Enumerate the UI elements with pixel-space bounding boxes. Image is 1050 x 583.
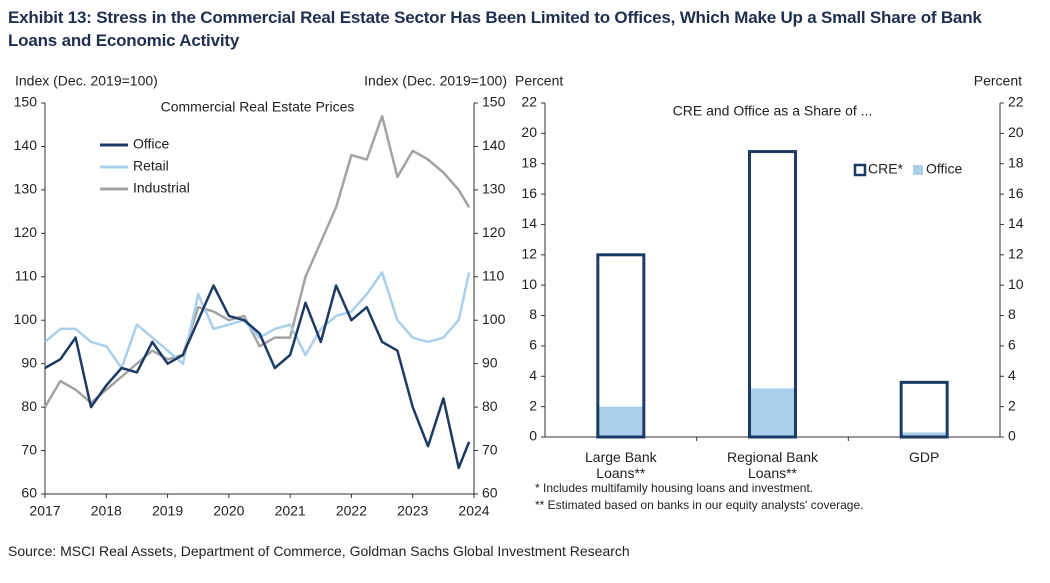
y-tick-label: 60: [21, 485, 37, 501]
y-tick-label: 120: [14, 224, 38, 240]
y2-tick-label: 60: [482, 485, 498, 501]
y2-axis-title: Index (Dec. 2019=100): [364, 73, 507, 89]
y-tick-label: 150: [14, 94, 38, 110]
chart-subtitle: Commercial Real Estate Prices: [161, 99, 355, 115]
x-tick-label: 2017: [29, 503, 60, 519]
y-tick-label: 110: [15, 267, 38, 283]
legend-label: Industrial: [133, 180, 190, 196]
x-tick-label: 2021: [275, 503, 306, 519]
x-tick-label: Regional Bank Loans**: [726, 449, 819, 481]
x-tick-label: GDP: [908, 449, 940, 465]
series-line: [43, 114, 471, 408]
legend-label: Office: [133, 136, 170, 152]
y2-tick-label: 22: [1008, 94, 1024, 110]
y2-tick-label: 2: [1008, 397, 1016, 413]
bar-outline: [596, 253, 646, 439]
x-tick-label: 2022: [336, 503, 367, 519]
y2-tick-label: 70: [482, 441, 498, 457]
footnote: * Includes multifamily housing loans and…: [535, 481, 813, 495]
y2-tick-label: 100: [482, 311, 506, 327]
y-tick-label: 140: [14, 137, 38, 153]
source-note: Source: MSCI Real Assets, Department of …: [8, 543, 630, 559]
y-tick-label: 70: [21, 441, 37, 457]
legend-swatch: [913, 165, 924, 175]
y2-tick-label: 120: [482, 224, 506, 240]
y2-tick-label: 90: [482, 354, 498, 370]
y-tick-label: 22: [521, 94, 537, 110]
bar: [597, 406, 644, 437]
y2-tick-label: 150: [482, 94, 506, 110]
y-tick-label: 18: [521, 154, 537, 170]
y-tick-label: 100: [14, 311, 38, 327]
y-tick-label: 4: [529, 367, 537, 383]
y2-tick-label: 8: [1008, 306, 1016, 322]
y-tick-label: 90: [21, 354, 37, 370]
y2-tick-label: 16: [1008, 185, 1024, 201]
legend-label: Office: [926, 161, 963, 177]
y-tick-label: 16: [521, 185, 537, 201]
bar: [749, 388, 796, 437]
y-tick-label: 80: [21, 398, 37, 414]
y2-tick-label: 140: [482, 137, 506, 153]
y2-axis-title: Percent: [974, 73, 1022, 89]
x-tick-label: 2020: [213, 503, 244, 519]
y2-tick-label: 4: [1008, 367, 1016, 383]
legend-swatch: [853, 163, 867, 177]
bar-outline: [748, 150, 797, 439]
footnote: ** Estimated based on banks in our equit…: [535, 498, 863, 512]
x-tick-label: 2023: [397, 503, 428, 519]
y2-tick-label: 10: [1008, 276, 1024, 292]
y-tick-label: 10: [521, 276, 537, 292]
y2-tick-label: 110: [482, 267, 505, 283]
y2-tick-label: 6: [1008, 337, 1016, 353]
y2-tick-label: 0: [1008, 428, 1016, 444]
y2-tick-label: 130: [482, 181, 506, 197]
y-tick-label: 6: [529, 337, 537, 353]
legend-label: Retail: [133, 158, 169, 174]
series-line: [44, 284, 471, 470]
series-line: [44, 271, 471, 370]
y2-tick-label: 20: [1008, 124, 1024, 140]
x-tick-label: 2024: [458, 503, 489, 519]
bar-outline: [899, 380, 949, 439]
legend-label: CRE*: [868, 161, 904, 177]
y-tick-label: 14: [521, 215, 537, 231]
y-tick-label: 8: [529, 306, 537, 322]
y-tick-label: 2: [529, 397, 537, 413]
y-tick-label: 130: [14, 181, 38, 197]
x-tick-label: 2018: [91, 503, 122, 519]
y-axis-title: Index (Dec. 2019=100): [15, 73, 158, 89]
y2-tick-label: 18: [1008, 154, 1024, 170]
y2-tick-label: 14: [1008, 215, 1024, 231]
x-tick-label: Large Bank Loans**: [585, 449, 657, 481]
exhibit-title: Exhibit 13: Stress in the Commercial Rea…: [8, 8, 982, 50]
y-tick-label: 0: [529, 428, 537, 444]
y-tick-label: 12: [521, 246, 537, 262]
y-tick-label: 20: [521, 124, 537, 140]
y2-tick-label: 12: [1008, 246, 1024, 262]
y-axis-title: Percent: [515, 73, 563, 89]
bar: [901, 432, 948, 437]
y2-tick-label: 80: [482, 398, 498, 414]
x-tick-label: 2019: [152, 503, 183, 519]
chart-subtitle: CRE and Office as a Share of ...: [673, 103, 873, 119]
